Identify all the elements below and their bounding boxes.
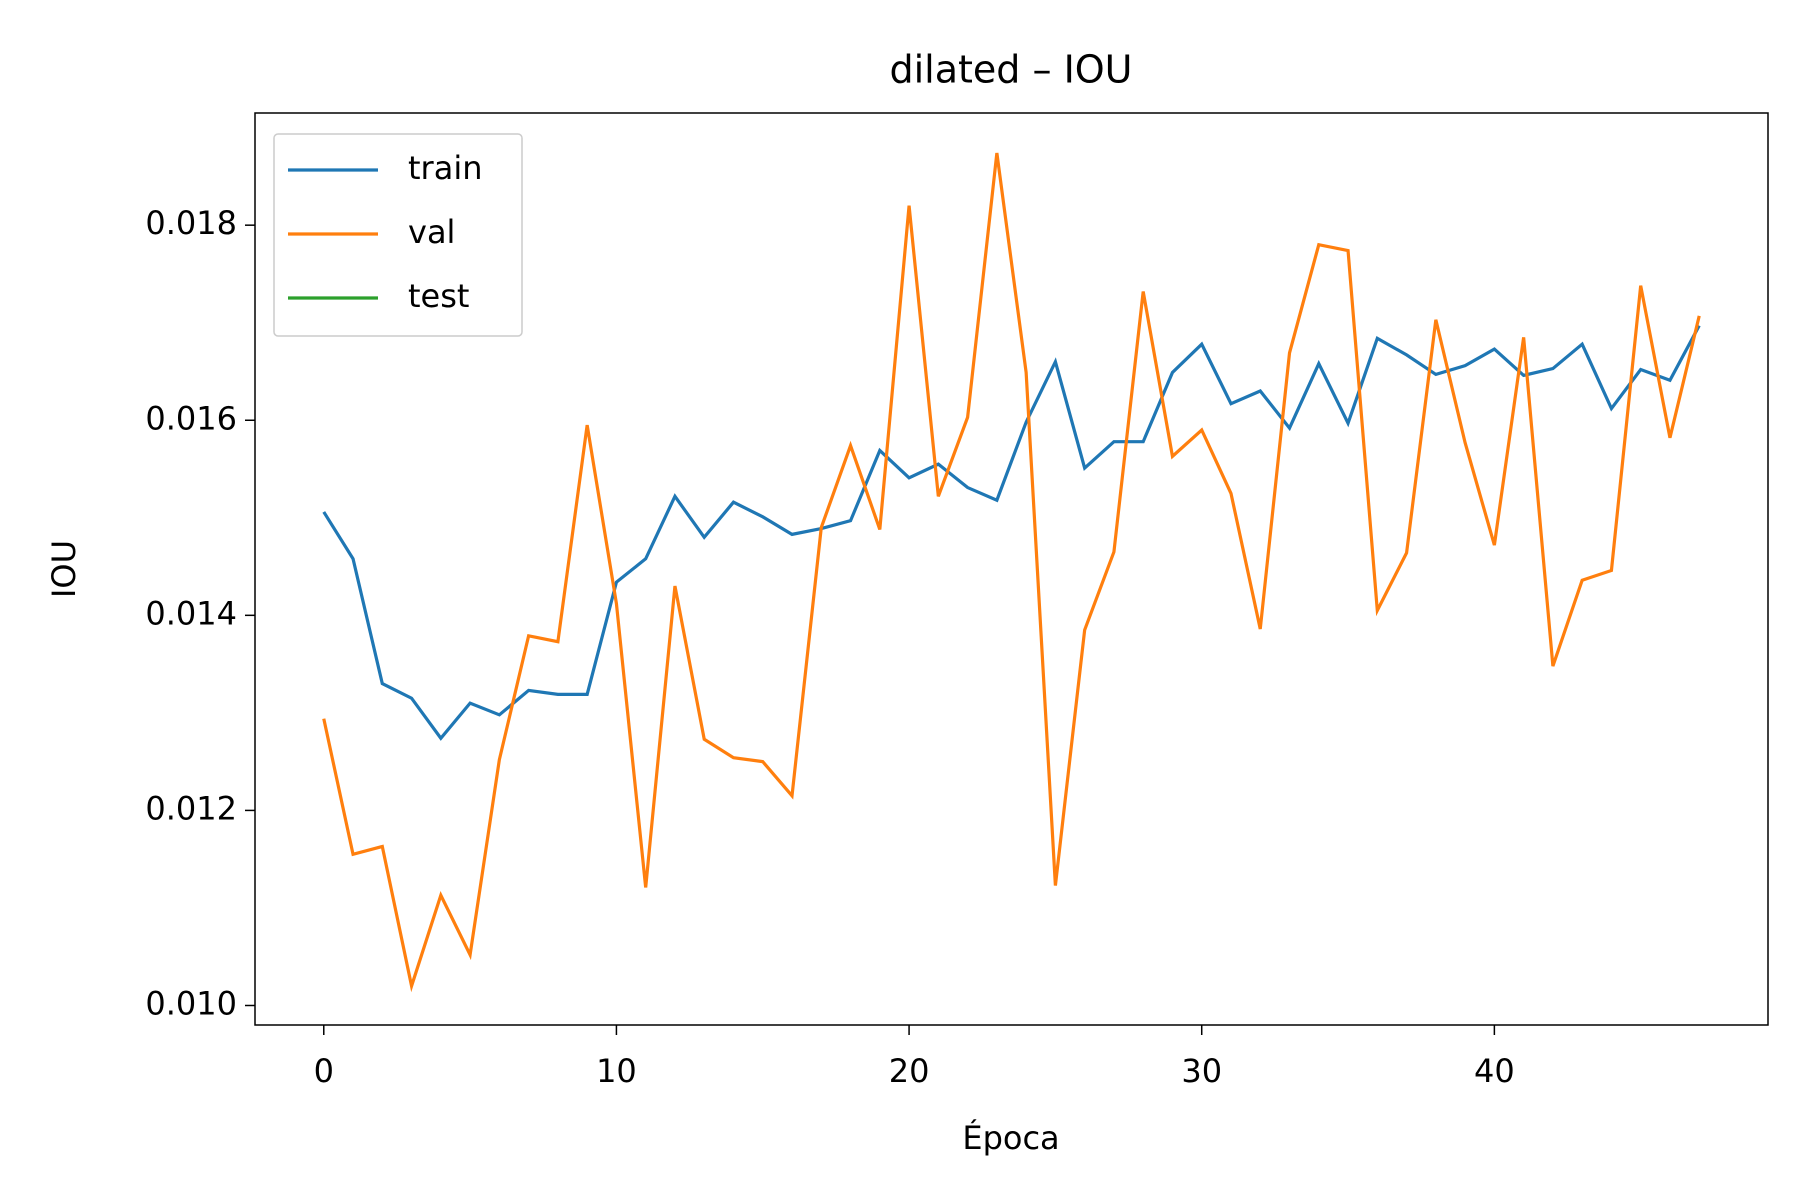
x-tick-label: 0	[314, 1052, 334, 1090]
line	[322, 324, 1701, 741]
legend-label: test	[408, 277, 469, 315]
y-axis-label: IOU	[45, 540, 83, 598]
x-tick-label: 10	[596, 1052, 637, 1090]
line	[322, 152, 1701, 993]
y-tick-label: 0.010	[145, 984, 237, 1022]
x-tick-label: 20	[889, 1052, 930, 1090]
x-axis-label: Época	[962, 1119, 1059, 1157]
x-tick-label: 40	[1474, 1052, 1515, 1090]
chart-title: dilated – IOU	[889, 48, 1132, 92]
legend-label: val	[408, 213, 455, 251]
plot-frame	[254, 112, 1769, 1026]
y-tick-label: 0.012	[145, 789, 237, 827]
x-tick-label: 30	[1181, 1052, 1222, 1090]
legend-box	[273, 133, 523, 337]
y-tick-label: 0.014	[145, 594, 237, 632]
y-tick-label: 0.016	[145, 399, 237, 437]
y-tick-label: 0.018	[145, 204, 237, 242]
legend-label: train	[408, 149, 482, 187]
